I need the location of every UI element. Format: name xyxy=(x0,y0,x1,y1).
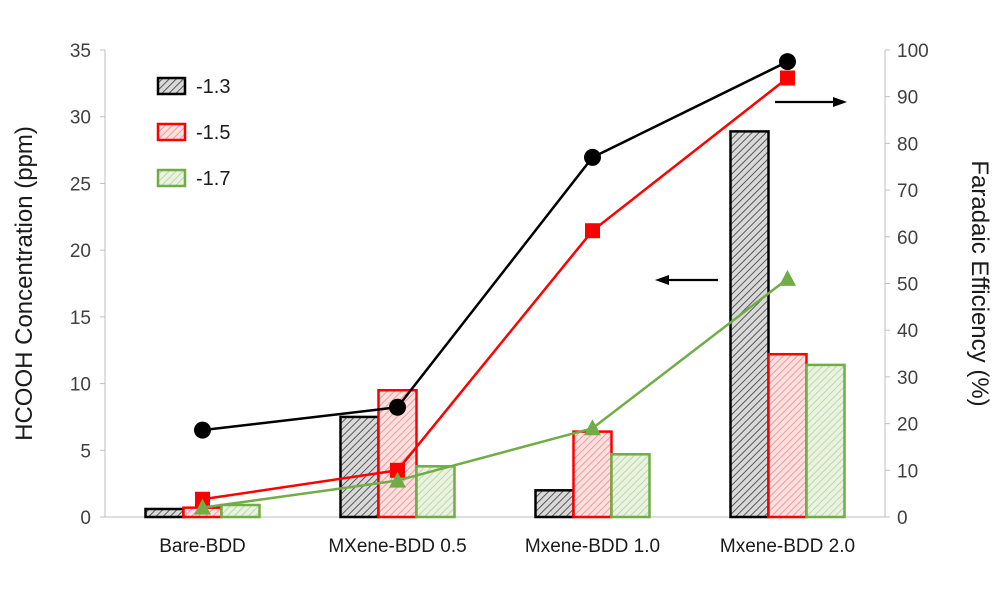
y-tick-label: 25 xyxy=(70,174,91,195)
y-tick-label: 35 xyxy=(70,41,91,62)
line-series--1.3 xyxy=(202,60,789,432)
bar--1.7-2 xyxy=(610,453,651,519)
line-series--1.5 xyxy=(202,77,789,501)
point--1.3-0 xyxy=(194,421,211,439)
legend-swatch--1.7 xyxy=(156,168,187,188)
bar--1.5-3 xyxy=(767,352,808,519)
point--1.7-1 xyxy=(389,471,406,488)
point--1.3-1 xyxy=(389,398,406,416)
arrow-left-head xyxy=(655,275,669,285)
line-series--1.7 xyxy=(202,277,789,509)
bar--1.5-2 xyxy=(572,430,613,519)
y2-tick-label: 80 xyxy=(897,134,918,155)
y-tick-label: 20 xyxy=(70,241,91,262)
y-tick-label: 30 xyxy=(70,108,91,129)
lines xyxy=(194,53,796,515)
x-tick-label: Mxene-BDD 2.0 xyxy=(720,536,855,557)
y-axis-title: HCOOH Concentration (ppm) xyxy=(11,126,38,441)
bar--1.3-1 xyxy=(339,415,380,519)
bar--1.3-0 xyxy=(144,507,185,519)
point--1.3-3 xyxy=(779,53,796,71)
point--1.5-2 xyxy=(585,223,600,239)
arrow-right-head xyxy=(833,97,847,107)
annotations xyxy=(655,97,847,285)
y2-tick-label: 50 xyxy=(897,275,918,296)
bar--1.3-2 xyxy=(534,489,575,519)
point--1.3-2 xyxy=(584,148,601,166)
y2-axis-title: Faradaic Efficiency (%) xyxy=(966,160,993,406)
y-tick-label: 10 xyxy=(70,375,91,396)
x-tick-label: Bare-BDD xyxy=(159,536,246,557)
bar--1.7-3 xyxy=(805,363,846,519)
y2-tick-label: 10 xyxy=(897,461,918,482)
y2-tick-label: 90 xyxy=(897,88,918,109)
legend-swatch--1.5 xyxy=(156,122,187,142)
legend-swatch--1.3 xyxy=(156,76,187,96)
y2-tick-label: 30 xyxy=(897,368,918,389)
x-tick-label: MXene-BDD 0.5 xyxy=(328,536,466,557)
bars xyxy=(144,130,846,519)
point--1.7-3 xyxy=(779,269,796,286)
y-tick-label: 0 xyxy=(80,508,91,529)
bar--1.3-3 xyxy=(729,130,770,519)
legend-label: -1.5 xyxy=(196,122,230,144)
y2-tick-label: 40 xyxy=(897,321,918,342)
legend-label: -1.3 xyxy=(196,76,230,98)
bar--1.7-0 xyxy=(220,503,261,519)
point--1.5-3 xyxy=(780,70,795,86)
legend: -1.3 -1.5 -1.7 xyxy=(156,76,230,190)
y2-tick-label: 100 xyxy=(897,41,929,62)
y2-tick-label: 60 xyxy=(897,228,918,249)
y2-tick-label: 0 xyxy=(897,508,908,529)
y2-tick-label: 20 xyxy=(897,415,918,436)
point--1.5-1 xyxy=(390,462,405,478)
y2-tick-label: 70 xyxy=(897,181,918,202)
labels: 0 5 10 15 20 25 30 35 0 10 20 30 40 50 60 70 80 90 100 Bare… xyxy=(11,41,993,557)
point--1.7-0 xyxy=(194,498,211,515)
point--1.7-2 xyxy=(584,419,601,436)
x-tick-label: Mxene-BDD 1.0 xyxy=(525,536,660,557)
y-tick-label: 15 xyxy=(70,308,91,329)
y-tick-label: 5 xyxy=(80,441,91,462)
legend-label: -1.7 xyxy=(196,168,230,190)
